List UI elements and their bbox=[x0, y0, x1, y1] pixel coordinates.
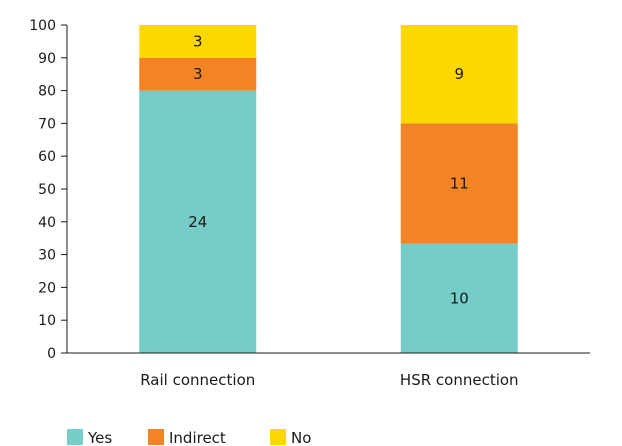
legend-label-no: No bbox=[291, 429, 311, 446]
y-tick-label: 90 bbox=[38, 51, 56, 67]
y-tick-label: 40 bbox=[38, 215, 56, 231]
bar-segment-no-1 bbox=[139, 25, 257, 58]
bar-segment-yes-1 bbox=[139, 90, 257, 353]
y-tick-label: 50 bbox=[38, 182, 56, 198]
bar-segment-yes-2 bbox=[400, 243, 518, 353]
data-label-indirect-2: 11 bbox=[450, 175, 469, 193]
y-tick-label: 60 bbox=[38, 149, 56, 165]
y-tick-label: 0 bbox=[47, 346, 56, 362]
y-tick-label: 100 bbox=[29, 18, 56, 34]
y-tick-label: 80 bbox=[38, 84, 56, 100]
x-tick-label: Rail connection bbox=[140, 371, 255, 389]
data-label-yes-1: 24 bbox=[188, 213, 207, 231]
legend: Yes Indirect No bbox=[67, 429, 311, 446]
y-tick-label: 70 bbox=[38, 116, 56, 132]
bar-segment-indirect-1 bbox=[139, 57, 257, 91]
legend-swatch-no bbox=[270, 429, 286, 445]
data-label-indirect-1: 3 bbox=[193, 65, 203, 83]
x-tick-label: HSR connection bbox=[400, 371, 519, 389]
legend-swatch-indirect bbox=[148, 429, 164, 445]
y-tick-label: 30 bbox=[38, 248, 56, 264]
legend-label-yes: Yes bbox=[87, 429, 112, 446]
bar-segment-indirect-2 bbox=[400, 123, 518, 244]
x-axis: Rail connection HSR connection bbox=[61, 352, 590, 389]
y-axis: 0 10 20 30 40 50 60 70 80 90 100 bbox=[29, 18, 68, 362]
data-labels-group: 24 3 3 10 11 9 bbox=[188, 32, 469, 307]
legend-swatch-yes bbox=[67, 429, 83, 445]
bar-segment-no-2 bbox=[400, 25, 518, 124]
data-label-no-1: 3 bbox=[193, 32, 203, 50]
data-label-no-2: 9 bbox=[454, 65, 464, 83]
y-tick-label: 10 bbox=[38, 313, 56, 329]
data-label-yes-2: 10 bbox=[450, 289, 469, 307]
bars-group bbox=[139, 25, 518, 353]
legend-label-indirect: Indirect bbox=[169, 429, 226, 446]
y-tick-label: 20 bbox=[38, 280, 56, 296]
